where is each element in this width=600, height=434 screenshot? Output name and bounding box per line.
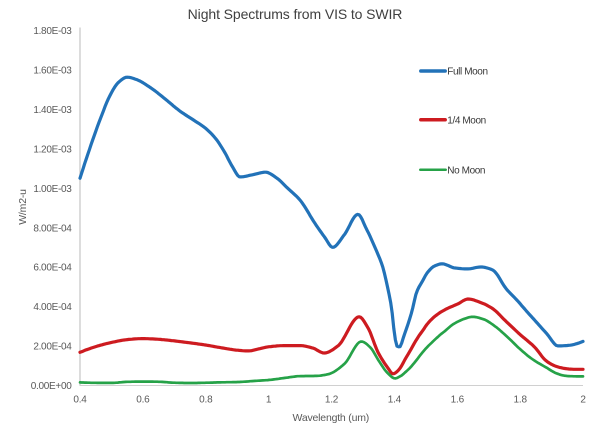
svg-text:4.00E-04: 4.00E-04 bbox=[33, 302, 72, 313]
svg-text:1.40E-03: 1.40E-03 bbox=[33, 105, 72, 116]
svg-text:1.6: 1.6 bbox=[451, 395, 465, 406]
svg-text:2: 2 bbox=[580, 395, 586, 406]
svg-text:1.00E-03: 1.00E-03 bbox=[33, 184, 72, 195]
svg-text:W/m2-u: W/m2-u bbox=[17, 189, 29, 225]
svg-text:Full Moon: Full Moon bbox=[447, 67, 487, 78]
svg-text:1.20E-03: 1.20E-03 bbox=[33, 144, 72, 155]
svg-text:1.80E-03: 1.80E-03 bbox=[33, 26, 72, 37]
svg-text:Night Spectrums from VIS to SW: Night Spectrums from VIS to SWIR bbox=[188, 6, 403, 22]
svg-text:0.8: 0.8 bbox=[199, 395, 213, 406]
svg-text:6.00E-04: 6.00E-04 bbox=[33, 263, 72, 274]
svg-text:1.2: 1.2 bbox=[325, 395, 339, 406]
svg-text:1/4 Moon: 1/4 Moon bbox=[447, 115, 486, 126]
svg-text:0.4: 0.4 bbox=[73, 395, 87, 406]
svg-text:1: 1 bbox=[266, 395, 272, 406]
svg-text:1.8: 1.8 bbox=[514, 395, 528, 406]
svg-text:No Moon: No Moon bbox=[447, 165, 485, 176]
svg-text:8.00E-04: 8.00E-04 bbox=[33, 223, 72, 234]
svg-text:1.60E-03: 1.60E-03 bbox=[33, 65, 72, 76]
svg-text:2.00E-04: 2.00E-04 bbox=[33, 342, 72, 353]
svg-text:Wavelength (um): Wavelength (um) bbox=[293, 412, 370, 424]
svg-text:1.4: 1.4 bbox=[388, 395, 402, 406]
svg-text:0.6: 0.6 bbox=[136, 395, 150, 406]
svg-text:0.00E+00: 0.00E+00 bbox=[31, 381, 72, 392]
